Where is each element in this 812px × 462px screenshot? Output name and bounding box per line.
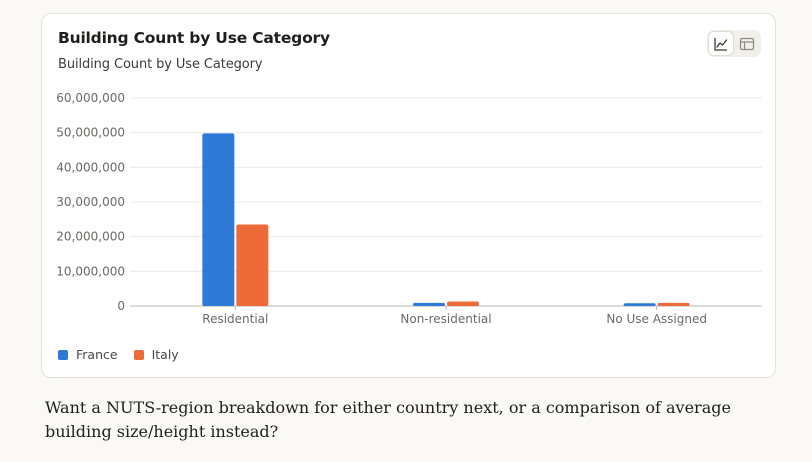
y-tick-label: 60,000,000: [56, 91, 125, 105]
bar-italy-2: [657, 302, 690, 306]
table-view-button[interactable]: [735, 32, 759, 55]
table-icon: [739, 37, 755, 50]
bar-italy-0: [236, 224, 269, 306]
y-tick-label: 20,000,000: [56, 230, 125, 244]
legend-swatch-france: [58, 349, 68, 360]
bar-france-0: [202, 133, 235, 306]
bar-france-2: [623, 303, 656, 306]
view-toggle: [707, 30, 761, 57]
y-tick-label: 50,000,000: [56, 126, 125, 140]
legend-label-france: France: [76, 347, 118, 362]
y-tick-label: 40,000,000: [56, 160, 125, 174]
chart-legend: France Italy: [58, 347, 179, 362]
y-tick-label: 0: [117, 299, 125, 313]
x-tick-label: Residential: [202, 312, 268, 326]
legend-label-italy: Italy: [151, 347, 179, 362]
x-tick-label: Non-residential: [400, 312, 491, 326]
legend-swatch-italy: [133, 349, 144, 360]
chart-title: Building Count by Use Category: [58, 29, 330, 47]
legend-item-italy[interactable]: Italy: [133, 347, 179, 362]
chart-card: Building Count by Use Category Building …: [41, 13, 776, 378]
legend-item-france[interactable]: France: [58, 347, 118, 362]
line-chart-icon: [714, 37, 728, 51]
y-tick-label: 30,000,000: [56, 195, 125, 209]
bar-italy-1: [447, 301, 479, 306]
y-tick-label: 10,000,000: [56, 264, 125, 278]
chart-subtitle: Building Count by Use Category: [58, 57, 263, 72]
bar-chart: 0 10,000,000 20,000,000 30,000,000 40,000,00…: [56, 91, 762, 326]
assistant-message: Want a NUTS-region breakdown for either …: [45, 398, 731, 441]
chart-view-button[interactable]: [709, 32, 733, 55]
bar-france-1: [413, 302, 445, 306]
x-tick-label: No Use Assigned: [606, 312, 707, 326]
